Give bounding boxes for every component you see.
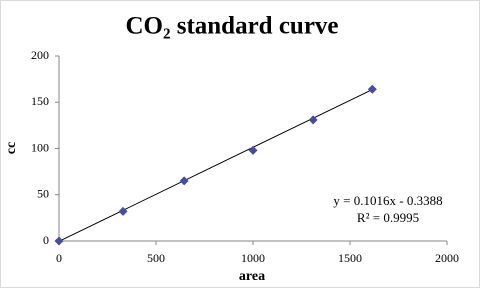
data-point [367, 84, 377, 94]
y-tick-label: 150 [31, 94, 49, 108]
y-tick-label: 50 [37, 187, 49, 201]
x-tick-label: 2000 [435, 251, 459, 265]
chart-title: CO₂ standard curve [125, 13, 338, 40]
data-point [248, 145, 258, 155]
x-tick-label: 1000 [241, 251, 265, 265]
x-tick-label: 1500 [338, 251, 362, 265]
r-squared: R² = 0.9995 [357, 210, 419, 225]
y-tick-label: 200 [31, 48, 49, 62]
x-axis-title: area [239, 269, 265, 284]
y-axis-title: cc [4, 142, 19, 154]
x-tick-label: 500 [147, 251, 165, 265]
x-tick-label: 0 [56, 251, 62, 265]
data-point [118, 206, 128, 216]
trendline [58, 89, 373, 242]
data-point [179, 176, 189, 186]
data-point [54, 236, 64, 246]
y-tick-label: 100 [31, 140, 49, 154]
y-tick-label: 0 [43, 233, 49, 247]
data-point [308, 115, 318, 125]
trendline-equation: y = 0.1016x - 0.3388 [333, 193, 442, 208]
